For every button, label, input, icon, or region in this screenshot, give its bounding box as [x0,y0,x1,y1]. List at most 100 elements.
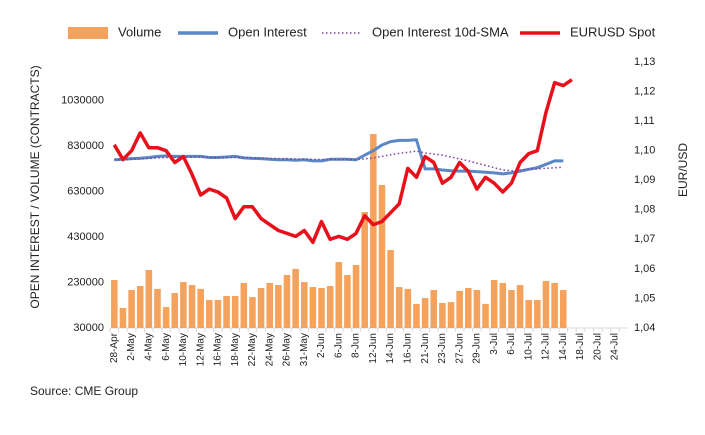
volume-bar [318,287,325,328]
x-tick-label: 21-Jun [420,333,431,364]
volume-bar [395,287,403,328]
volume-bar [188,285,196,328]
x-tick-label: 24-Jul [610,333,621,360]
x-tick-label: 22-May [247,333,258,366]
y2-tick-label: 1,11 [634,115,655,127]
volume-bar [223,295,230,328]
x-tick-label: 27-Jun [454,333,465,364]
x-tick-label: 28-Apr [109,332,120,363]
y-tick-label: 30000 [73,322,104,334]
volume-bar [292,268,299,328]
volume-bar [482,303,489,328]
volume-bar [197,288,204,328]
y2-tick-label: 1,04 [634,322,655,334]
x-tick-label: 16-Jun [402,333,413,364]
x-tick-label: 12-May [195,333,206,366]
volume-bar [473,290,481,328]
x-tick-label: 20-Jul [592,333,603,360]
x-tick-label: 2-Jun [316,333,327,358]
x-tick-label: 14-Jun [385,333,396,364]
x-tick-label: 29-Jun [472,333,483,364]
y2-tick-label: 1,07 [634,233,655,245]
series-line [112,78,573,245]
volume-bar [516,285,524,328]
volume-bar [119,307,127,328]
x-tick-label: 16-May [213,333,224,366]
y2-tick-label: 1,13 [634,56,655,68]
y2-tick-label: 1,05 [634,292,655,304]
volume-bar [387,250,394,328]
legend-swatch [68,27,108,39]
x-tick-label: 14-Jul [558,333,569,360]
y2-tick-label: 1,10 [634,145,655,157]
x-tick-label: 23-Jun [437,333,448,364]
y2-tick-label: 1,09 [634,174,655,186]
series-line [114,150,564,172]
volume-bar [559,290,567,328]
volume-bar [447,302,455,328]
volume-bar [456,290,463,328]
x-tick-label: 12-Jul [541,333,552,360]
volume-bar [257,287,265,328]
y2-tick-label: 1,12 [634,85,655,97]
x-tick-label: 6-May [161,333,172,361]
x-tick-label: 8-Jun [351,333,362,358]
x-tick-label: 6-Jul [506,333,517,355]
volume-bar [534,300,541,328]
volume-bar [525,300,532,328]
volume-bar [249,297,256,328]
x-tick-label: 4-May [143,333,154,361]
volume-bar [128,290,135,328]
x-tick-label: 3-Jul [489,333,500,355]
y2-tick-label: 1,06 [634,263,655,275]
volume-bar [361,212,368,328]
x-tick-label: 6-Jun [333,333,344,358]
y-axis-title: OPEN INTEREST / VOLUME (CONTRACTS) [28,65,42,308]
volume-bar [145,270,153,328]
x-tick-label: 18-Jul [575,333,586,360]
volume-bar [344,275,351,328]
volume-bar [370,134,377,328]
volume-bar [430,290,438,328]
volume-bar [240,282,248,328]
y-tick-label: 630000 [67,185,104,197]
volume-bar [214,300,222,328]
volume-bar [404,288,412,328]
volume-bar [378,184,386,328]
volume-bar [266,282,273,328]
volume-bar [136,285,144,328]
volume-bar [309,287,317,328]
x-tick-label: 18-May [230,333,241,366]
volume-bar [275,285,282,328]
legend-label: Open Interest 10d-SMA [372,24,509,39]
volume-bar [490,280,498,328]
volume-bar [171,292,179,328]
volume-bar [180,282,187,328]
x-tick-label: 26-May [282,333,293,366]
y-tick-label: 230000 [67,276,104,288]
volume-bar [326,285,334,328]
volume-bar [542,280,550,328]
volume-bar [439,302,446,328]
volume-bar [551,282,558,328]
volume-bar [352,265,360,328]
x-tick-label: 2-May [126,333,137,361]
volume-bar [231,295,239,328]
source-note: Source: CME Group [30,384,138,398]
volume-bar [300,282,308,328]
volume-bar [508,290,515,328]
volume-bar [154,288,161,328]
y2-tick-label: 1,08 [634,204,655,216]
legend-label: Volume [118,24,161,39]
legend-label: EURUSD Spot [570,24,656,39]
x-tick-label: 12-Jun [368,333,379,364]
y-tick-label: 430000 [67,231,104,243]
x-tick-label: 24-May [264,333,275,366]
x-tick-label: 31-May [299,333,310,366]
y2-axis-title: EUR/USD [676,143,690,197]
volume-bar [162,307,170,328]
volume-bar [111,280,118,328]
volume-bar [206,300,213,328]
volume-bar [499,282,507,328]
